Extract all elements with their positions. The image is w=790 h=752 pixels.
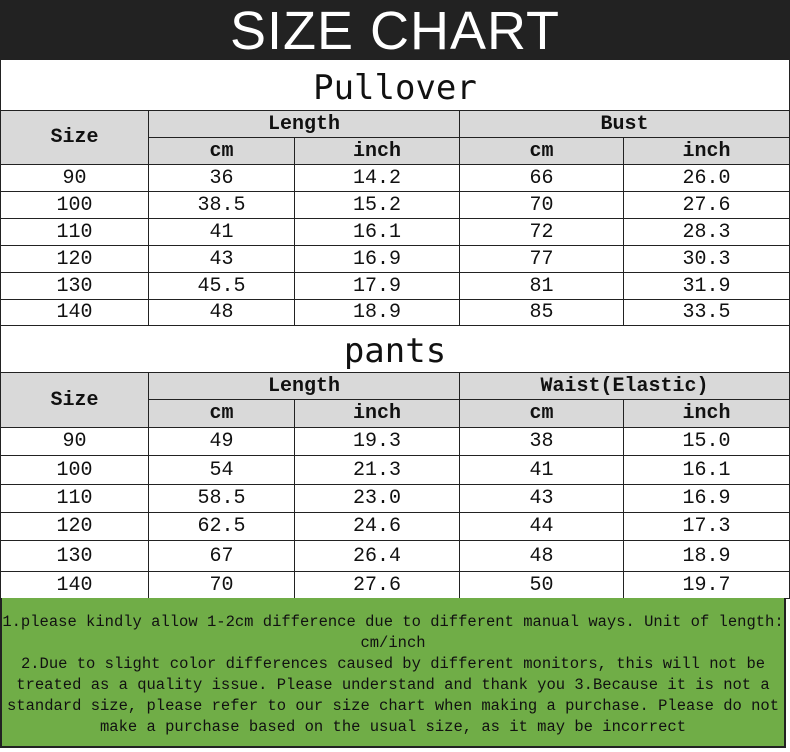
measure-cell: 18.9 (623, 540, 790, 572)
measure-cell: 23.0 (293, 484, 461, 513)
size-cell: 140 (0, 299, 149, 326)
group-header: Bust (459, 110, 790, 138)
size-chart-banner: SIZE CHART (0, 0, 790, 61)
measure-cell: 85 (459, 299, 625, 326)
measure-cell: 54 (148, 455, 295, 485)
measure-cell: 70 (148, 571, 295, 599)
pants-size-table: Size Length Waist(Elastic) cm inch cm inch 90 49… (0, 372, 790, 599)
group-header: Length (147, 372, 461, 400)
group-header: Waist(Elastic) (459, 372, 790, 400)
size-cell: 90 (0, 164, 149, 192)
measure-cell: 58.5 (148, 484, 295, 513)
size-cell: 130 (0, 540, 149, 572)
measure-cell: 16.9 (293, 245, 461, 273)
table-row: 140 48 18.9 85 33.5 (0, 299, 790, 326)
unit-header: inch (293, 137, 461, 165)
measure-cell: 44 (459, 512, 625, 541)
pullover-size-table: Size Length Bust cm inch cm inch 90 36 14.2 66 26.0… (0, 110, 790, 326)
table-row: 90 49 19.3 38 15.0 (0, 427, 790, 456)
unit-header: inch (293, 399, 461, 428)
size-header: Size (0, 372, 149, 428)
table-row: 130 45.5 17.9 81 31.9 (0, 272, 790, 300)
header-row: Size Length Waist(Elastic) (0, 372, 790, 428)
table-row: 140 70 27.6 50 19.7 (0, 571, 790, 599)
measure-cell: 31.9 (623, 272, 790, 300)
unit-row: cm inch cm inch (1, 399, 790, 428)
measure-cell: 66 (459, 164, 625, 192)
measure-cell: 81 (459, 272, 625, 300)
header-row: Size Length Bust (0, 110, 790, 165)
measure-cell: 19.3 (293, 427, 461, 456)
measure-cell: 43 (148, 245, 295, 273)
group-header: Length (147, 110, 461, 138)
measure-cell: 45.5 (148, 272, 295, 300)
pullover-title: Pullover (0, 60, 790, 110)
size-cell: 120 (0, 512, 149, 541)
measure-cell: 17.3 (623, 512, 790, 541)
size-cell: 110 (0, 218, 149, 246)
measure-cell: 17.9 (293, 272, 461, 300)
table-row: 120 62.5 24.6 44 17.3 (0, 512, 790, 541)
measure-cell: 38 (459, 427, 625, 456)
measure-cell: 15.2 (293, 191, 461, 219)
measure-cell: 26.0 (623, 164, 790, 192)
measure-cell: 62.5 (148, 512, 295, 541)
measure-cell: 77 (459, 245, 625, 273)
measure-cell: 30.3 (623, 245, 790, 273)
measure-cell: 38.5 (148, 191, 295, 219)
size-header: Size (0, 110, 149, 165)
measure-cell: 49 (148, 427, 295, 456)
size-cell: 90 (0, 427, 149, 456)
size-cell: 140 (0, 571, 149, 599)
measure-cell: 67 (148, 540, 295, 572)
table-row: 100 54 21.3 41 16.1 (0, 455, 790, 485)
measure-cell: 41 (459, 455, 625, 485)
unit-header: cm (148, 137, 295, 165)
table-row: 90 36 14.2 66 26.0 (0, 164, 790, 192)
size-cell: 100 (0, 191, 149, 219)
measure-cell: 48 (459, 540, 625, 572)
notes-box: 1.please kindly allow 1-2cm difference d… (0, 598, 786, 748)
measure-cell: 43 (459, 484, 625, 513)
unit-header: inch (623, 399, 790, 428)
size-cell: 130 (0, 272, 149, 300)
measure-cell: 14.2 (293, 164, 461, 192)
measure-cell: 50 (459, 571, 625, 599)
measure-cell: 16.1 (293, 218, 461, 246)
measure-cell: 41 (148, 218, 295, 246)
unit-header: cm (148, 399, 295, 428)
unit-row: cm inch cm inch (1, 137, 790, 165)
table-row: 100 38.5 15.2 70 27.6 (0, 191, 790, 219)
measure-cell: 28.3 (623, 218, 790, 246)
table-row: 120 43 16.9 77 30.3 (0, 245, 790, 273)
pants-title: pants (0, 325, 790, 372)
measure-cell: 33.5 (623, 299, 790, 326)
measure-cell: 36 (148, 164, 295, 192)
measure-cell: 18.9 (293, 299, 461, 326)
note-1: 1.please kindly allow 1-2cm difference d… (2, 613, 784, 652)
table-row: 110 58.5 23.0 43 16.9 (0, 484, 790, 513)
table-row: 110 41 16.1 72 28.3 (0, 218, 790, 246)
measure-cell: 72 (459, 218, 625, 246)
size-cell: 120 (0, 245, 149, 273)
measure-cell: 24.6 (293, 512, 461, 541)
measure-cell: 27.6 (623, 191, 790, 219)
measure-cell: 26.4 (293, 540, 461, 572)
measure-cell: 16.1 (623, 455, 790, 485)
measure-cell: 27.6 (293, 571, 461, 599)
note-2-3: 2.Due to slight color differences caused… (6, 655, 780, 736)
unit-header: inch (623, 137, 790, 165)
size-cell: 110 (0, 484, 149, 513)
unit-header: cm (459, 137, 625, 165)
measure-cell: 48 (148, 299, 295, 326)
measure-cell: 19.7 (623, 571, 790, 599)
table-row: 130 67 26.4 48 18.9 (0, 540, 790, 572)
measure-cell: 21.3 (293, 455, 461, 485)
measure-cell: 16.9 (623, 484, 790, 513)
unit-header: cm (459, 399, 625, 428)
measure-cell: 15.0 (623, 427, 790, 456)
measure-cell: 70 (459, 191, 625, 219)
size-cell: 100 (0, 455, 149, 485)
